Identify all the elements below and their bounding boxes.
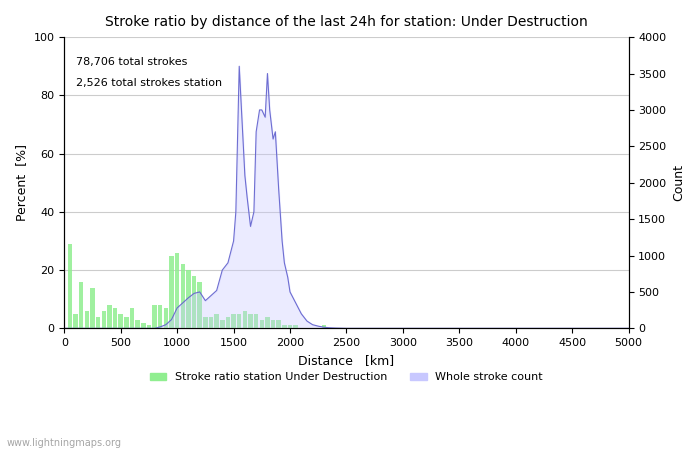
Bar <box>118 314 123 328</box>
Bar <box>260 320 264 328</box>
Title: Stroke ratio by distance of the last 24h for station: Under Destruction: Stroke ratio by distance of the last 24h… <box>105 15 588 29</box>
Bar <box>85 311 89 328</box>
Y-axis label: Percent  [%]: Percent [%] <box>15 144 28 221</box>
Bar <box>231 314 236 328</box>
Bar <box>169 256 174 328</box>
Bar <box>254 314 258 328</box>
X-axis label: Distance   [km]: Distance [km] <box>298 354 395 367</box>
Bar <box>135 320 140 328</box>
Bar <box>243 311 247 328</box>
Bar <box>175 252 179 328</box>
Bar <box>293 325 298 328</box>
Bar <box>203 317 208 328</box>
Bar <box>158 305 162 328</box>
Bar <box>276 320 281 328</box>
Bar <box>237 314 241 328</box>
Y-axis label: Count: Count <box>672 164 685 201</box>
Bar <box>74 314 78 328</box>
Bar <box>107 305 112 328</box>
Bar <box>181 264 185 328</box>
Bar <box>271 320 275 328</box>
Bar <box>248 314 253 328</box>
Bar <box>265 317 270 328</box>
Bar <box>186 270 190 328</box>
Bar <box>214 314 219 328</box>
Bar <box>96 317 100 328</box>
Bar <box>197 282 202 328</box>
Legend: Stroke ratio station Under Destruction, Whole stroke count: Stroke ratio station Under Destruction, … <box>146 368 547 387</box>
Bar <box>225 317 230 328</box>
Bar <box>153 305 157 328</box>
Bar <box>68 244 72 328</box>
Bar <box>220 320 225 328</box>
Bar <box>113 308 118 328</box>
Text: 2,526 total strokes station: 2,526 total strokes station <box>76 78 222 88</box>
Bar <box>141 323 146 328</box>
Bar <box>282 325 286 328</box>
Bar <box>79 282 83 328</box>
Text: 78,706 total strokes: 78,706 total strokes <box>76 58 187 68</box>
Bar <box>102 311 106 328</box>
Bar <box>192 276 196 328</box>
Text: www.lightningmaps.org: www.lightningmaps.org <box>7 437 122 447</box>
Bar <box>321 325 326 328</box>
Bar <box>147 325 151 328</box>
Bar <box>90 288 94 328</box>
Bar <box>164 308 168 328</box>
Bar <box>124 317 129 328</box>
Bar <box>209 317 214 328</box>
Bar <box>130 308 134 328</box>
Bar <box>288 325 293 328</box>
